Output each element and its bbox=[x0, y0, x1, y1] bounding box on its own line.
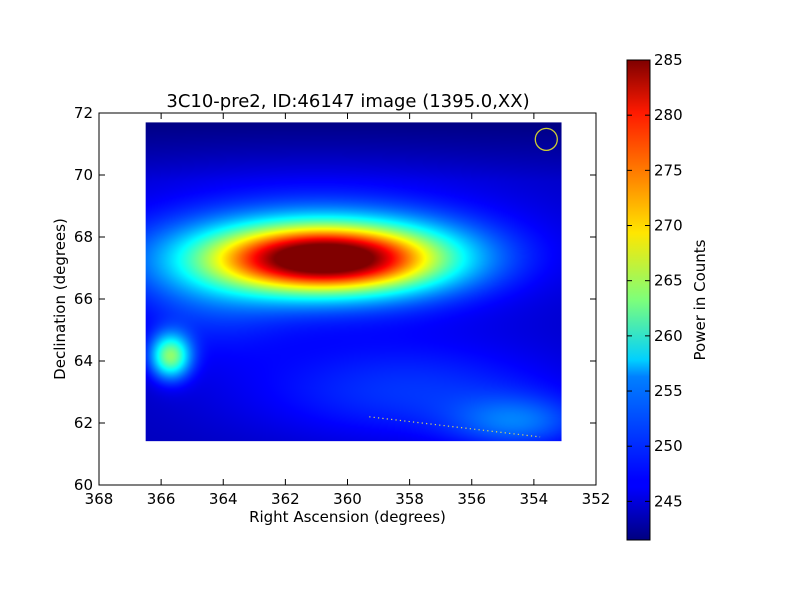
colorbar-tick-label: 245 bbox=[654, 492, 683, 510]
beam-circle-marker bbox=[534, 127, 558, 152]
x-tick-label: 368 bbox=[85, 490, 114, 508]
y-tick-label: 66 bbox=[74, 290, 93, 308]
x-tick-label: 356 bbox=[457, 490, 486, 508]
y-tick-label: 64 bbox=[74, 352, 93, 370]
colorbar: 245 250 255 260 265 270 275 280 285 Power in Cou… bbox=[626, 51, 709, 541]
x-tick-label: 354 bbox=[520, 490, 549, 508]
colorbar-tick-label: 275 bbox=[654, 161, 683, 179]
axes-frame bbox=[98, 112, 597, 486]
x-tick-label: 352 bbox=[582, 490, 611, 508]
y-tick-label: 60 bbox=[74, 476, 93, 494]
heatmap-image bbox=[145, 122, 562, 442]
chart-title: 3C10-pre2, ID:46147 image (1395.0,XX) bbox=[166, 91, 529, 112]
y-tick-label: 70 bbox=[74, 166, 93, 184]
colorbar-tick-label: 285 bbox=[654, 51, 683, 69]
x-tick-label: 362 bbox=[271, 490, 300, 508]
colorbar-tick-label: 250 bbox=[654, 437, 683, 455]
colorbar-tick-label: 255 bbox=[654, 382, 683, 400]
colorbar-ticks: 245 250 255 260 265 270 275 280 285 bbox=[627, 51, 683, 510]
x-axis-label: Right Ascension (degrees) bbox=[249, 508, 446, 526]
y-tick-label: 68 bbox=[74, 228, 93, 246]
y-tick-label: 62 bbox=[74, 414, 93, 432]
x-tick-label: 360 bbox=[333, 490, 362, 508]
x-tick-label: 358 bbox=[395, 490, 424, 508]
colorbar-tick-label: 270 bbox=[654, 217, 683, 235]
colorbar-frame bbox=[626, 59, 651, 541]
y-axis-label: Declination (degrees) bbox=[51, 218, 69, 380]
colorbar-gradient bbox=[627, 60, 650, 540]
colorbar-tick-label: 280 bbox=[654, 106, 683, 124]
x-tick-label: 366 bbox=[147, 490, 176, 508]
colorbar-label: Power in Counts bbox=[691, 239, 709, 360]
plot-area: 368 366 364 362 360 358 356 354 352 60 62 64 66 68 70… bbox=[74, 104, 610, 508]
colorbar-tick-label: 260 bbox=[654, 327, 683, 345]
y-tick-label: 72 bbox=[74, 104, 93, 122]
x-axis-ticks: 368 366 364 362 360 358 356 354 352 bbox=[85, 113, 611, 508]
colorbar-tick-label: 265 bbox=[654, 272, 683, 290]
x-tick-label: 364 bbox=[209, 490, 238, 508]
heatmap-raster bbox=[145, 122, 562, 442]
